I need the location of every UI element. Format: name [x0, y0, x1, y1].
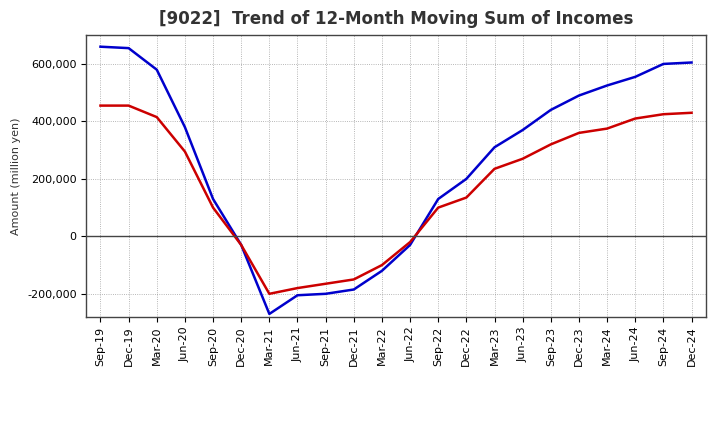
- Net Income: [181, 149, 189, 154]
- Ordinary Income: [575, 93, 583, 98]
- Ordinary Income: [377, 268, 386, 274]
- Net Income: [518, 156, 527, 161]
- Ordinary Income: [659, 61, 667, 66]
- Net Income: [406, 239, 415, 245]
- Net Income: [546, 142, 555, 147]
- Ordinary Income: [209, 196, 217, 202]
- Ordinary Income: [153, 67, 161, 72]
- Net Income: [349, 277, 358, 282]
- Ordinary Income: [434, 196, 443, 202]
- Ordinary Income: [96, 44, 105, 49]
- Y-axis label: Amount (million yen): Amount (million yen): [12, 117, 22, 235]
- Ordinary Income: [237, 242, 246, 248]
- Net Income: [125, 103, 133, 108]
- Net Income: [490, 166, 499, 172]
- Net Income: [434, 205, 443, 210]
- Ordinary Income: [687, 60, 696, 65]
- Ordinary Income: [293, 293, 302, 298]
- Ordinary Income: [490, 145, 499, 150]
- Ordinary Income: [321, 291, 330, 297]
- Ordinary Income: [181, 125, 189, 130]
- Net Income: [265, 291, 274, 297]
- Net Income: [153, 114, 161, 120]
- Ordinary Income: [349, 287, 358, 292]
- Ordinary Income: [125, 45, 133, 51]
- Line: Net Income: Net Income: [101, 106, 691, 294]
- Line: Ordinary Income: Ordinary Income: [101, 47, 691, 314]
- Net Income: [377, 262, 386, 268]
- Ordinary Income: [603, 83, 611, 88]
- Net Income: [631, 116, 639, 121]
- Net Income: [575, 130, 583, 136]
- Ordinary Income: [631, 74, 639, 80]
- Net Income: [96, 103, 105, 108]
- Ordinary Income: [518, 128, 527, 133]
- Net Income: [659, 112, 667, 117]
- Net Income: [209, 205, 217, 210]
- Net Income: [237, 242, 246, 248]
- Ordinary Income: [462, 176, 471, 182]
- Ordinary Income: [406, 242, 415, 248]
- Net Income: [462, 195, 471, 200]
- Ordinary Income: [265, 311, 274, 316]
- Net Income: [293, 286, 302, 291]
- Net Income: [603, 126, 611, 131]
- Title: [9022]  Trend of 12-Month Moving Sum of Incomes: [9022] Trend of 12-Month Moving Sum of I…: [159, 10, 633, 28]
- Net Income: [321, 281, 330, 286]
- Net Income: [687, 110, 696, 115]
- Ordinary Income: [546, 107, 555, 113]
